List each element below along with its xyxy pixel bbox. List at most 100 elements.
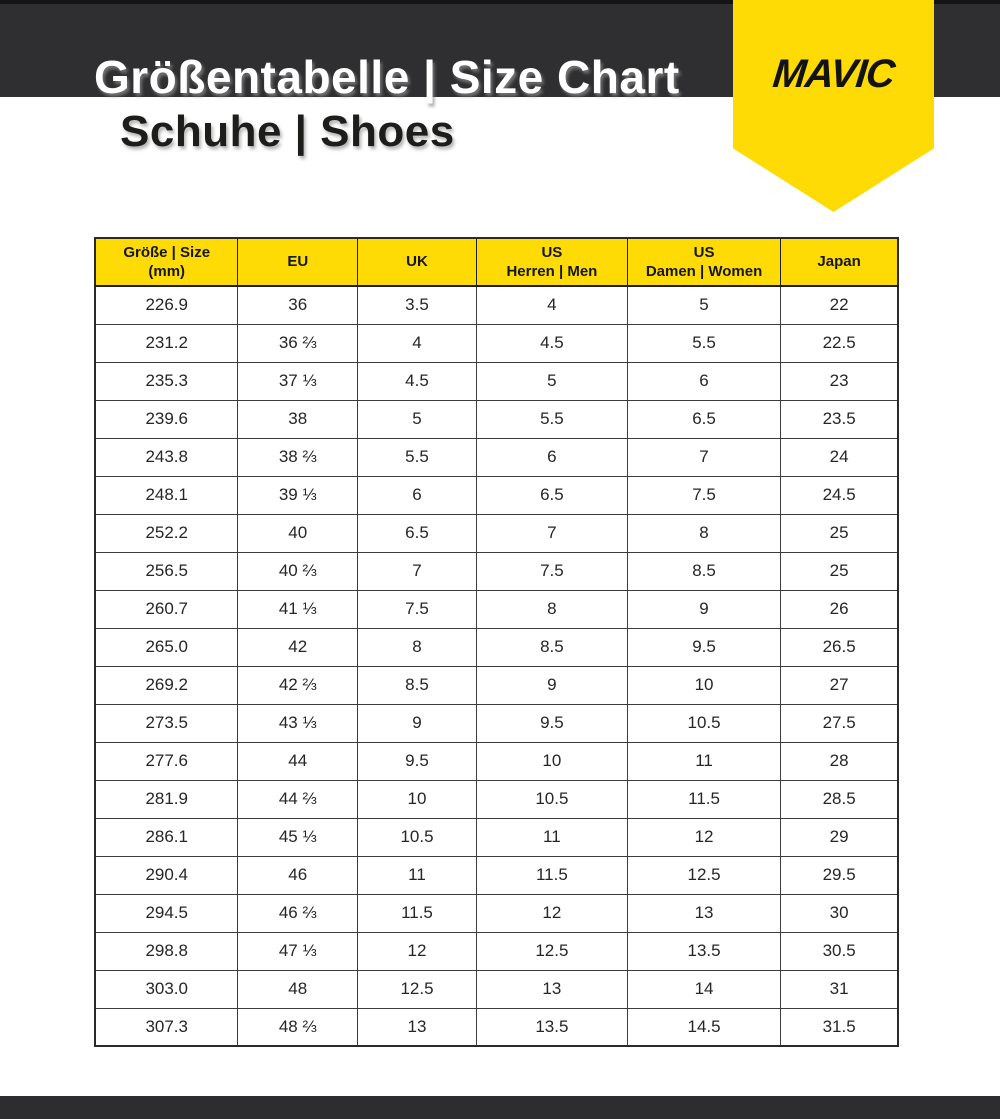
table-row: 265.0 42 8 8.5 9.5 26.5 — [94, 627, 899, 667]
table-cell: 44 — [237, 741, 359, 781]
table-cell: 11.5 — [475, 855, 628, 895]
page-title: Größentabelle | Size Chart — [94, 51, 680, 103]
table-cell: 42 ⅔ — [237, 665, 359, 705]
table-cell: 10.5 — [357, 817, 477, 857]
table-row: 248.1 39 ⅓ 6 6.5 7.5 24.5 — [94, 475, 899, 515]
table-row: 269.2 42 ⅔ 8.5 9 10 27 — [94, 665, 899, 705]
size-table: Größe | Size (mm) EU UK US Herren | Men US Dame… — [94, 237, 899, 1047]
table-cell: 29.5 — [780, 855, 899, 895]
table-cell: 12 — [357, 931, 477, 971]
table-row: 226.9 36 3.5 4 5 22 — [94, 285, 899, 325]
table-cell: 5 — [626, 285, 782, 325]
table-row: 243.8 38 ⅔ 5.5 6 7 24 — [94, 437, 899, 477]
table-cell: 14.5 — [626, 1007, 782, 1047]
table-cell: 31 — [780, 969, 899, 1009]
table-cell: 6.5 — [626, 399, 782, 439]
table-cell: 11 — [357, 855, 477, 895]
table-cell: 14 — [626, 969, 782, 1009]
table-cell: 38 ⅔ — [237, 437, 359, 477]
table-cell: 7 — [475, 513, 628, 553]
page-subtitle: Schuhe | Shoes — [120, 107, 455, 156]
footer-band — [0, 1096, 1000, 1119]
table-cell: 7 — [357, 551, 477, 591]
table-cell: 8.5 — [626, 551, 782, 591]
table-row: 260.7 41 ⅓ 7.5 8 9 26 — [94, 589, 899, 629]
column-header: US Damen | Women — [626, 237, 782, 287]
table-cell: 10 — [475, 741, 628, 781]
table-cell: 12.5 — [357, 969, 477, 1009]
table-cell: 8 — [357, 627, 477, 667]
table-cell: 37 ⅓ — [237, 361, 359, 401]
table-cell: 5 — [357, 399, 477, 439]
table-cell: 9 — [357, 703, 477, 743]
table-cell: 7.5 — [475, 551, 628, 591]
table-cell: 4.5 — [357, 361, 477, 401]
table-cell: 11 — [475, 817, 628, 857]
table-header-row: Größe | Size (mm) EU UK US Herren | Men US Dame… — [94, 237, 899, 287]
table-cell: 269.2 — [94, 665, 239, 705]
table-cell: 26.5 — [780, 627, 899, 667]
table-row: 231.2 36 ⅔ 4 4.5 5.5 22.5 — [94, 323, 899, 363]
table-cell: 12.5 — [475, 931, 628, 971]
column-header: EU — [237, 237, 359, 287]
table-cell: 48 — [237, 969, 359, 1009]
table-cell: 13.5 — [475, 1007, 628, 1047]
table-cell: 23.5 — [780, 399, 899, 439]
table-cell: 45 ⅓ — [237, 817, 359, 857]
table-cell: 226.9 — [94, 285, 239, 325]
table-cell: 4.5 — [475, 323, 628, 363]
table-cell: 8 — [475, 589, 628, 629]
table-cell: 9.5 — [626, 627, 782, 667]
column-header: US Herren | Men — [475, 237, 628, 287]
table-cell: 3.5 — [357, 285, 477, 325]
table-cell: 30.5 — [780, 931, 899, 971]
table-cell: 11.5 — [357, 893, 477, 933]
table-cell: 40 — [237, 513, 359, 553]
table-row: 239.6 38 5 5.5 6.5 23.5 — [94, 399, 899, 439]
table-cell: 25 — [780, 513, 899, 553]
table-cell: 27 — [780, 665, 899, 705]
table-cell: 30 — [780, 893, 899, 933]
table-cell: 22 — [780, 285, 899, 325]
table-cell: 47 ⅓ — [237, 931, 359, 971]
table-cell: 12 — [626, 817, 782, 857]
table-cell: 286.1 — [94, 817, 239, 857]
table-cell: 5.5 — [357, 437, 477, 477]
table-cell: 13.5 — [626, 931, 782, 971]
table-cell: 298.8 — [94, 931, 239, 971]
table-cell: 252.2 — [94, 513, 239, 553]
table-cell: 11 — [626, 741, 782, 781]
column-header: Größe | Size (mm) — [94, 237, 239, 287]
table-cell: 24 — [780, 437, 899, 477]
table-cell: 41 ⅓ — [237, 589, 359, 629]
table-row: 281.9 44 ⅔ 10 10.5 11.5 28.5 — [94, 779, 899, 819]
table-cell: 273.5 — [94, 703, 239, 743]
table-cell: 8 — [626, 513, 782, 553]
table-cell: 5.5 — [626, 323, 782, 363]
table-cell: 11.5 — [626, 779, 782, 819]
table-cell: 10 — [626, 665, 782, 705]
table-body: 226.9 36 3.5 4 5 22 231.2 36 ⅔ 4 4.5 5.5 22.5 235.3 3… — [94, 285, 899, 1047]
table-cell: 239.6 — [94, 399, 239, 439]
table-row: 286.1 45 ⅓ 10.5 11 12 29 — [94, 817, 899, 857]
table-cell: 4 — [357, 323, 477, 363]
table-cell: 277.6 — [94, 741, 239, 781]
table-cell: 9 — [475, 665, 628, 705]
table-cell: 10.5 — [475, 779, 628, 819]
table-cell: 294.5 — [94, 893, 239, 933]
table-cell: 28.5 — [780, 779, 899, 819]
table-cell: 307.3 — [94, 1007, 239, 1047]
table-cell: 25 — [780, 551, 899, 591]
table-cell: 8.5 — [475, 627, 628, 667]
table-cell: 4 — [475, 285, 628, 325]
table-cell: 13 — [357, 1007, 477, 1047]
table-row: 307.3 48 ⅔ 13 13.5 14.5 31.5 — [94, 1007, 899, 1047]
table-cell: 235.3 — [94, 361, 239, 401]
table-cell: 10 — [357, 779, 477, 819]
table-cell: 5.5 — [475, 399, 628, 439]
table-cell: 27.5 — [780, 703, 899, 743]
brand-ribbon: MAVIC — [733, 0, 934, 212]
table-head: Größe | Size (mm) EU UK US Herren | Men US Dame… — [94, 237, 899, 287]
header-band-top-edge — [0, 0, 1000, 4]
table-cell: 5 — [475, 361, 628, 401]
